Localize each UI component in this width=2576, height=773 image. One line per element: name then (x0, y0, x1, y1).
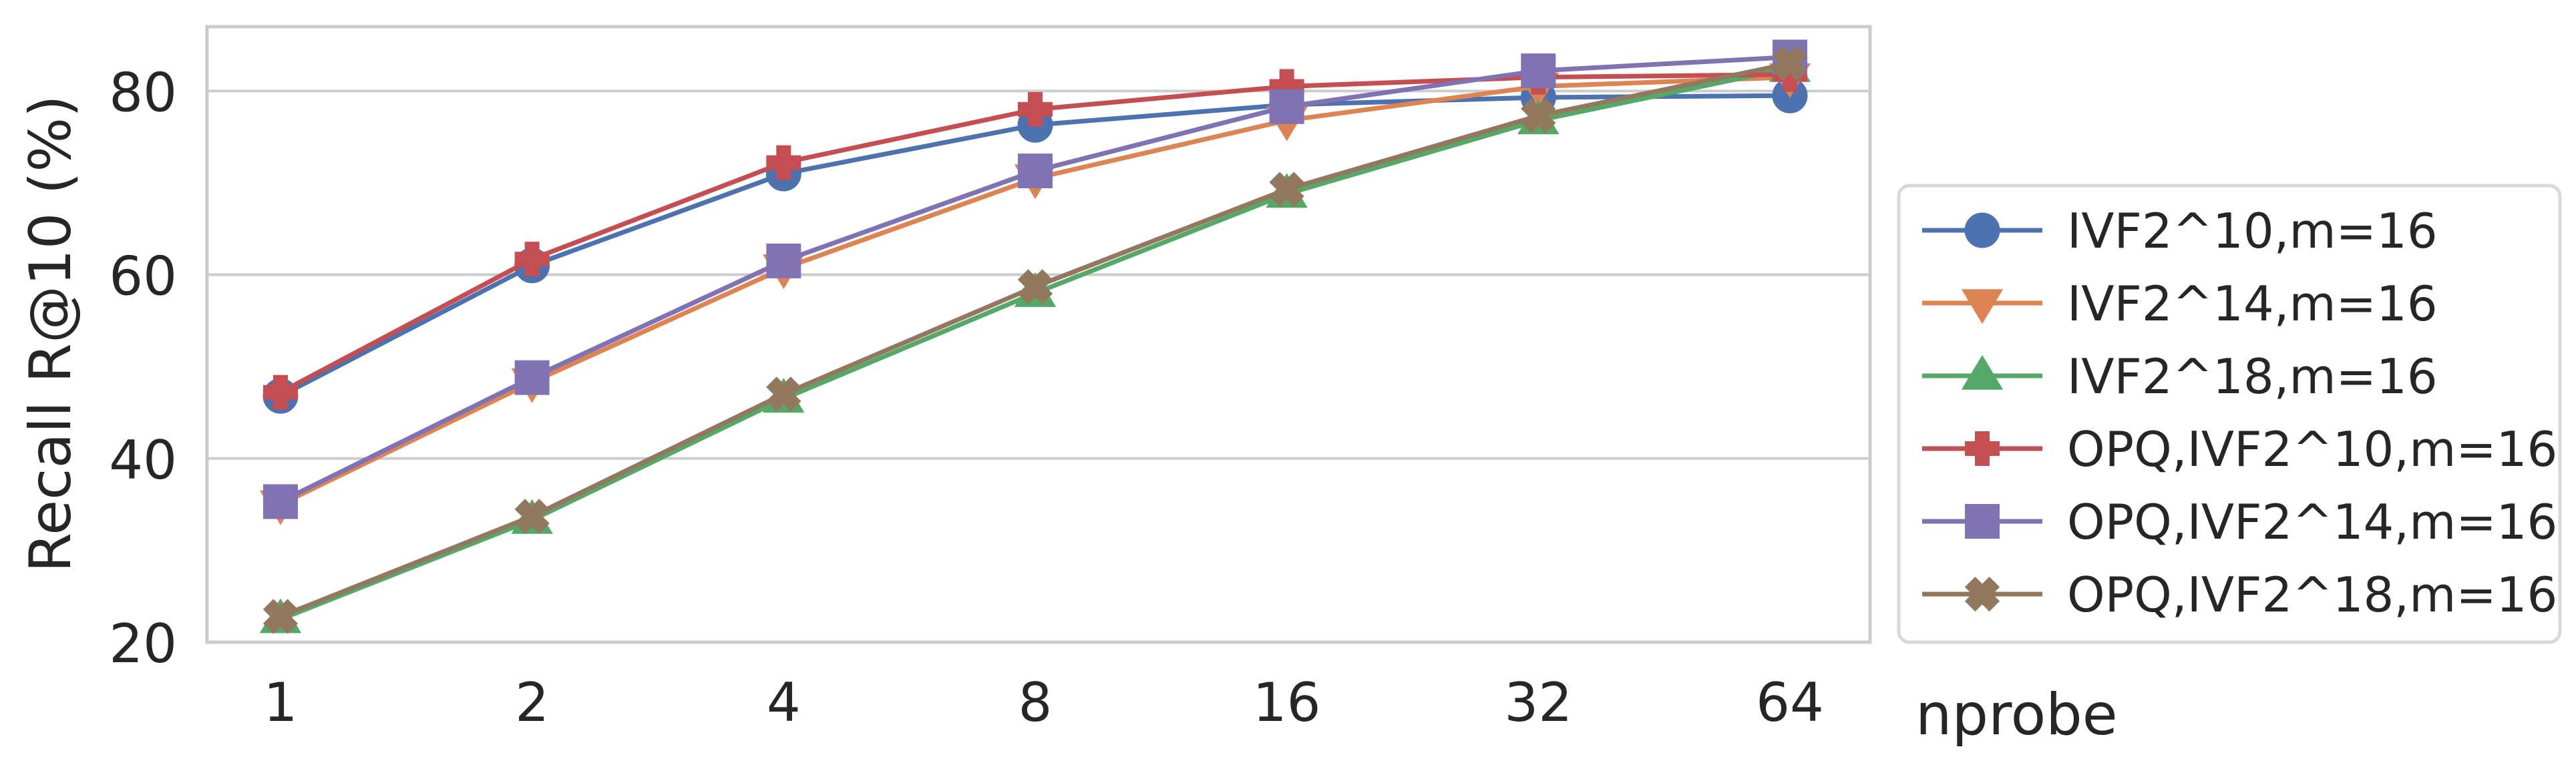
legend-item: IVF2^10,m=16 (1922, 203, 2438, 259)
x-tick-label: 32 (1504, 672, 1572, 734)
x-tick-label: 2 (515, 672, 549, 734)
x-tick-label: 1 (264, 672, 298, 734)
x-tick-label: 4 (767, 672, 801, 734)
data-point (514, 242, 550, 277)
legend-swatch-marker (1965, 504, 2000, 539)
data-point (766, 243, 801, 278)
data-point (514, 499, 550, 534)
y-tick-label: 20 (109, 613, 177, 675)
series-group (259, 39, 1811, 634)
y-axis-ticks: 20 40 60 80 (109, 61, 177, 675)
y-tick-label: 80 (109, 61, 177, 123)
y-tick-label: 40 (109, 429, 177, 491)
data-point (1521, 53, 1556, 89)
legend-swatch-marker (1964, 576, 2000, 612)
legend-swatch-marker (1961, 354, 2004, 390)
legend-label: OPQ,IVF2^10,m=16 (2067, 421, 2557, 477)
x-axis-ticks: 1 2 4 8 16 32 64 (264, 672, 1824, 734)
series-6 (262, 45, 1808, 634)
data-point (1269, 172, 1304, 207)
data-point (766, 376, 801, 412)
data-point (1018, 154, 1053, 189)
data-point (263, 374, 298, 410)
x-tick-label: 16 (1253, 672, 1321, 734)
legend-item: OPQ,IVF2^18,m=16 (1922, 567, 2557, 623)
x-tick-label: 64 (1756, 672, 1824, 734)
legend-label: OPQ,IVF2^14,m=16 (2067, 494, 2557, 550)
data-point (1018, 91, 1053, 127)
plot-area (205, 25, 1872, 644)
series-1 (262, 77, 1808, 414)
data-point (514, 360, 550, 395)
legend-swatch-marker (1965, 431, 2000, 466)
legend-label: IVF2^10,m=16 (2067, 203, 2438, 259)
data-point (1017, 269, 1053, 304)
data-point (1269, 69, 1304, 104)
data-point (263, 484, 298, 519)
data-point (1269, 89, 1304, 124)
series-line (279, 61, 1791, 619)
data-point (1521, 98, 1556, 134)
x-axis-label: nprobe (1915, 682, 2118, 748)
legend-label: IVF2^14,m=16 (2067, 276, 2438, 332)
legend-label: IVF2^18,m=16 (2067, 348, 2438, 405)
legend-box (1897, 184, 2562, 644)
legend-item: OPQ,IVF2^10,m=16 (1922, 421, 2557, 477)
data-point (766, 145, 801, 180)
series-5 (263, 39, 1807, 519)
y-axis-label: Recall R@10 (%) (17, 95, 84, 572)
data-point (1772, 45, 1808, 81)
legend-label: OPQ,IVF2^18,m=16 (2067, 567, 2557, 623)
legend-item: IVF2^18,m=16 (1922, 348, 2438, 405)
legend-swatch-marker (1961, 289, 2004, 324)
legend: IVF2^10,m=16 IVF2^14,m=16 IVF2^18,m=16 OPQ,… (1897, 184, 2562, 644)
legend-swatch-marker (1964, 212, 2000, 248)
data-point (262, 599, 299, 634)
legend-item: IVF2^14,m=16 (1922, 276, 2438, 332)
legend-item: OPQ,IVF2^14,m=16 (1922, 494, 2557, 550)
data-point (1773, 57, 1807, 92)
x-tick-label: 8 (1019, 672, 1053, 734)
series-line (279, 65, 1791, 621)
y-tick-label: 60 (109, 246, 177, 308)
